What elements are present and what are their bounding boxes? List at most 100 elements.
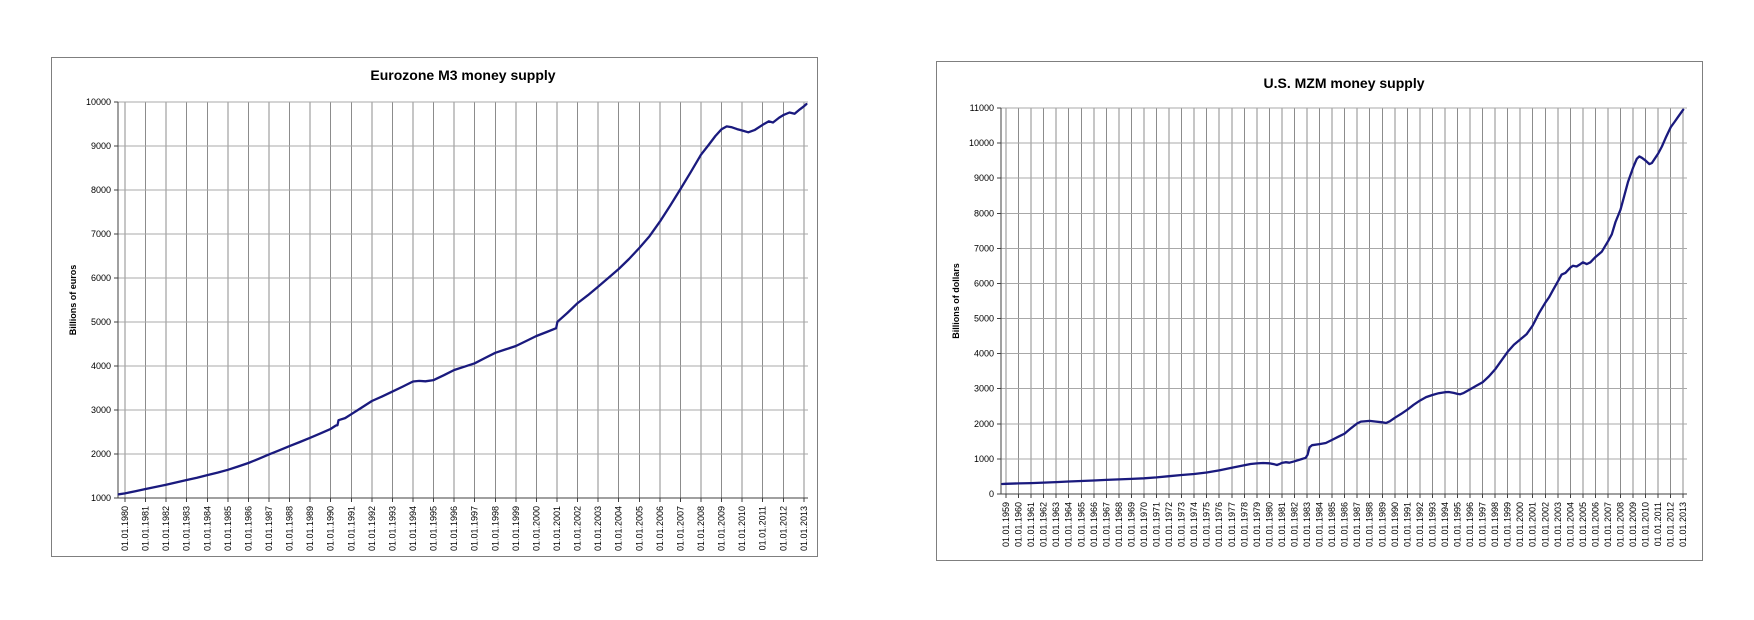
x-tick-label: 01.01.1993	[387, 506, 397, 551]
x-tick-label: 01.01.1962	[1039, 502, 1049, 547]
y-tick-labels: 0 1000 2000 3000 4000 5000 6000 7000 8000 9000 100…	[969, 103, 994, 499]
x-tick-label: 01.01.1988	[1365, 502, 1375, 547]
x-tick-label: 01.01.1961	[1026, 502, 1036, 547]
x-tick-label: 01.01.1995	[429, 506, 439, 551]
y-tick-label: 6000	[91, 273, 111, 283]
x-tick-label: 01.01.1979	[1252, 502, 1262, 547]
x-tick-labels: 01.01.1980 01.01.1981 01.01.1982 01.01.1983…	[120, 506, 809, 551]
x-tick-label: 01.01.2005	[634, 506, 644, 551]
x-tick-label: 01.01.2011	[758, 506, 768, 550]
x-tick-label: 01.01.1973	[1177, 502, 1187, 547]
y-tick-marks	[997, 107, 1001, 495]
x-tick-label: 01.01.1963	[1051, 502, 1061, 547]
x-tick-label: 01.01.2006	[1590, 502, 1600, 547]
x-tick-marks	[1005, 494, 1684, 498]
x-tick-label: 01.01.1959	[1001, 502, 1011, 547]
x-tick-label: 01.01.1985	[223, 506, 233, 551]
x-tick-label: 01.01.2007	[1603, 502, 1613, 547]
x-tick-label: 01.01.1989	[1377, 502, 1387, 547]
x-tick-label: 01.01.2005	[1578, 502, 1588, 547]
y-tick-label: 3000	[974, 384, 994, 394]
x-tick-label: 01.01.1985	[1327, 502, 1337, 547]
x-tick-label: 01.01.2010	[1641, 502, 1651, 547]
x-tick-label: 01.01.1986	[1340, 502, 1350, 547]
x-tick-label: 01.01.2000	[531, 506, 541, 551]
y-tick-label: 8000	[974, 208, 994, 218]
y-tick-label: 1000	[974, 454, 994, 464]
x-tick-label: 01.01.1989	[305, 506, 315, 551]
y-tick-label: 9000	[91, 141, 111, 151]
y-tick-label: 9000	[974, 173, 994, 183]
horizontal-gridlines	[118, 101, 808, 455]
axes	[1000, 108, 1687, 495]
x-tick-label: 01.01.1993	[1427, 502, 1437, 547]
x-tick-label: 01.01.2009	[1628, 502, 1638, 547]
x-tick-label: 01.01.1998	[1490, 502, 1500, 547]
x-tick-label: 01.01.1991	[1402, 502, 1412, 547]
series-line	[1001, 108, 1685, 486]
x-tick-label: 01.01.2011	[1653, 502, 1663, 546]
x-tick-label: 01.01.2012	[778, 506, 788, 551]
x-tick-labels: 01.01.1959 01.01.1960 01.01.1961 01.01.1962…	[1001, 502, 1688, 547]
x-tick-label: 01.01.2002	[1540, 502, 1550, 547]
x-tick-label: 01.01.1972	[1164, 502, 1174, 547]
x-tick-label: 01.01.1988	[285, 506, 295, 551]
x-tick-label: 01.01.2001	[1528, 502, 1538, 547]
y-axis-title-us-mzm: Billions of dollars	[951, 263, 961, 339]
x-tick-label: 01.01.1980	[1264, 502, 1274, 547]
x-tick-label: 01.01.2008	[1616, 502, 1626, 547]
x-tick-label: 01.01.1997	[1478, 502, 1488, 547]
x-tick-label: 01.01.1983	[182, 506, 192, 551]
y-tick-label: 6000	[974, 278, 994, 288]
x-tick-label: 01.01.2004	[614, 506, 624, 551]
x-tick-label: 01.01.2004	[1565, 502, 1575, 547]
x-tick-label: 01.01.2000	[1515, 502, 1525, 547]
y-tick-label: 7000	[974, 243, 994, 253]
y-tick-label: 2000	[974, 419, 994, 429]
x-tick-label: 01.01.1982	[161, 506, 171, 551]
x-tick-label: 01.01.1991	[346, 506, 356, 551]
eurozone-m3-chart: Eurozone M3 money supply Billions of eur…	[51, 57, 818, 557]
x-tick-label: 01.01.2012	[1666, 502, 1676, 547]
x-tick-label: 01.01.1994	[1440, 502, 1450, 547]
x-tick-label: 01.01.1986	[243, 506, 253, 551]
x-tick-label: 01.01.2006	[655, 506, 665, 551]
x-tick-label: 01.01.1976	[1214, 502, 1224, 547]
x-tick-label: 01.01.1996	[1465, 502, 1475, 547]
x-tick-label: 01.01.2003	[1553, 502, 1563, 547]
x-tick-marks	[124, 498, 805, 502]
x-tick-label: 01.01.1975	[1202, 502, 1212, 547]
chart-title-eurozone: Eurozone M3 money supply	[370, 67, 556, 83]
x-tick-label: 01.01.1969	[1126, 502, 1136, 547]
horizontal-gridlines	[1001, 107, 1687, 460]
x-tick-label: 01.01.1971	[1152, 502, 1162, 547]
x-tick-label: 01.01.1984	[1315, 502, 1325, 547]
x-tick-label: 01.01.2009	[717, 506, 727, 551]
y-tick-marks	[114, 101, 118, 499]
y-tick-label: 7000	[91, 229, 111, 239]
x-tick-label: 01.01.1966	[1089, 502, 1099, 547]
vertical-gridlines	[1005, 108, 1684, 494]
y-tick-label: 3000	[91, 405, 111, 415]
chart-title-us-mzm: U.S. MZM money supply	[1263, 75, 1425, 91]
x-tick-label: 01.01.1994	[408, 506, 418, 551]
x-tick-label: 01.01.1978	[1239, 502, 1249, 547]
x-tick-label: 01.01.1964	[1064, 502, 1074, 547]
x-tick-label: 01.01.1965	[1076, 502, 1086, 547]
x-tick-label: 01.01.2013	[1678, 502, 1688, 547]
y-tick-label: 2000	[91, 449, 111, 459]
x-tick-label: 01.01.1999	[1503, 502, 1513, 547]
y-tick-label: 0	[989, 489, 994, 499]
vertical-gridlines	[124, 102, 805, 498]
y-tick-label: 8000	[91, 185, 111, 195]
x-tick-label: 01.01.1998	[490, 506, 500, 551]
x-tick-label: 01.01.1968	[1114, 502, 1124, 547]
x-tick-label: 01.01.2003	[593, 506, 603, 551]
x-tick-label: 01.01.1981	[1277, 502, 1287, 547]
y-axis-title-eurozone: Billions of euros	[68, 264, 78, 336]
x-tick-label: 01.01.2013	[799, 506, 809, 551]
x-tick-label: 01.01.1983	[1302, 502, 1312, 547]
x-tick-label: 01.01.1992	[1415, 502, 1425, 547]
y-tick-label: 4000	[974, 349, 994, 359]
